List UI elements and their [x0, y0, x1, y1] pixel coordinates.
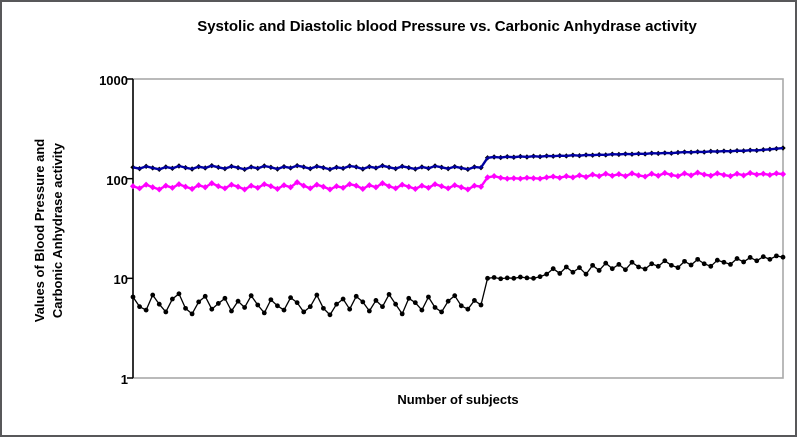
- x-axis-title: Number of subjects: [397, 392, 519, 407]
- y-tick-label-100: 100: [106, 173, 128, 188]
- y-tick-label-10: 10: [113, 272, 128, 287]
- y-tick-label-1: 1: [120, 372, 128, 387]
- chart-title: Systolic and Diastolic blood Pressure vs…: [197, 18, 697, 35]
- y-tick-label-1000: 1000: [99, 73, 128, 88]
